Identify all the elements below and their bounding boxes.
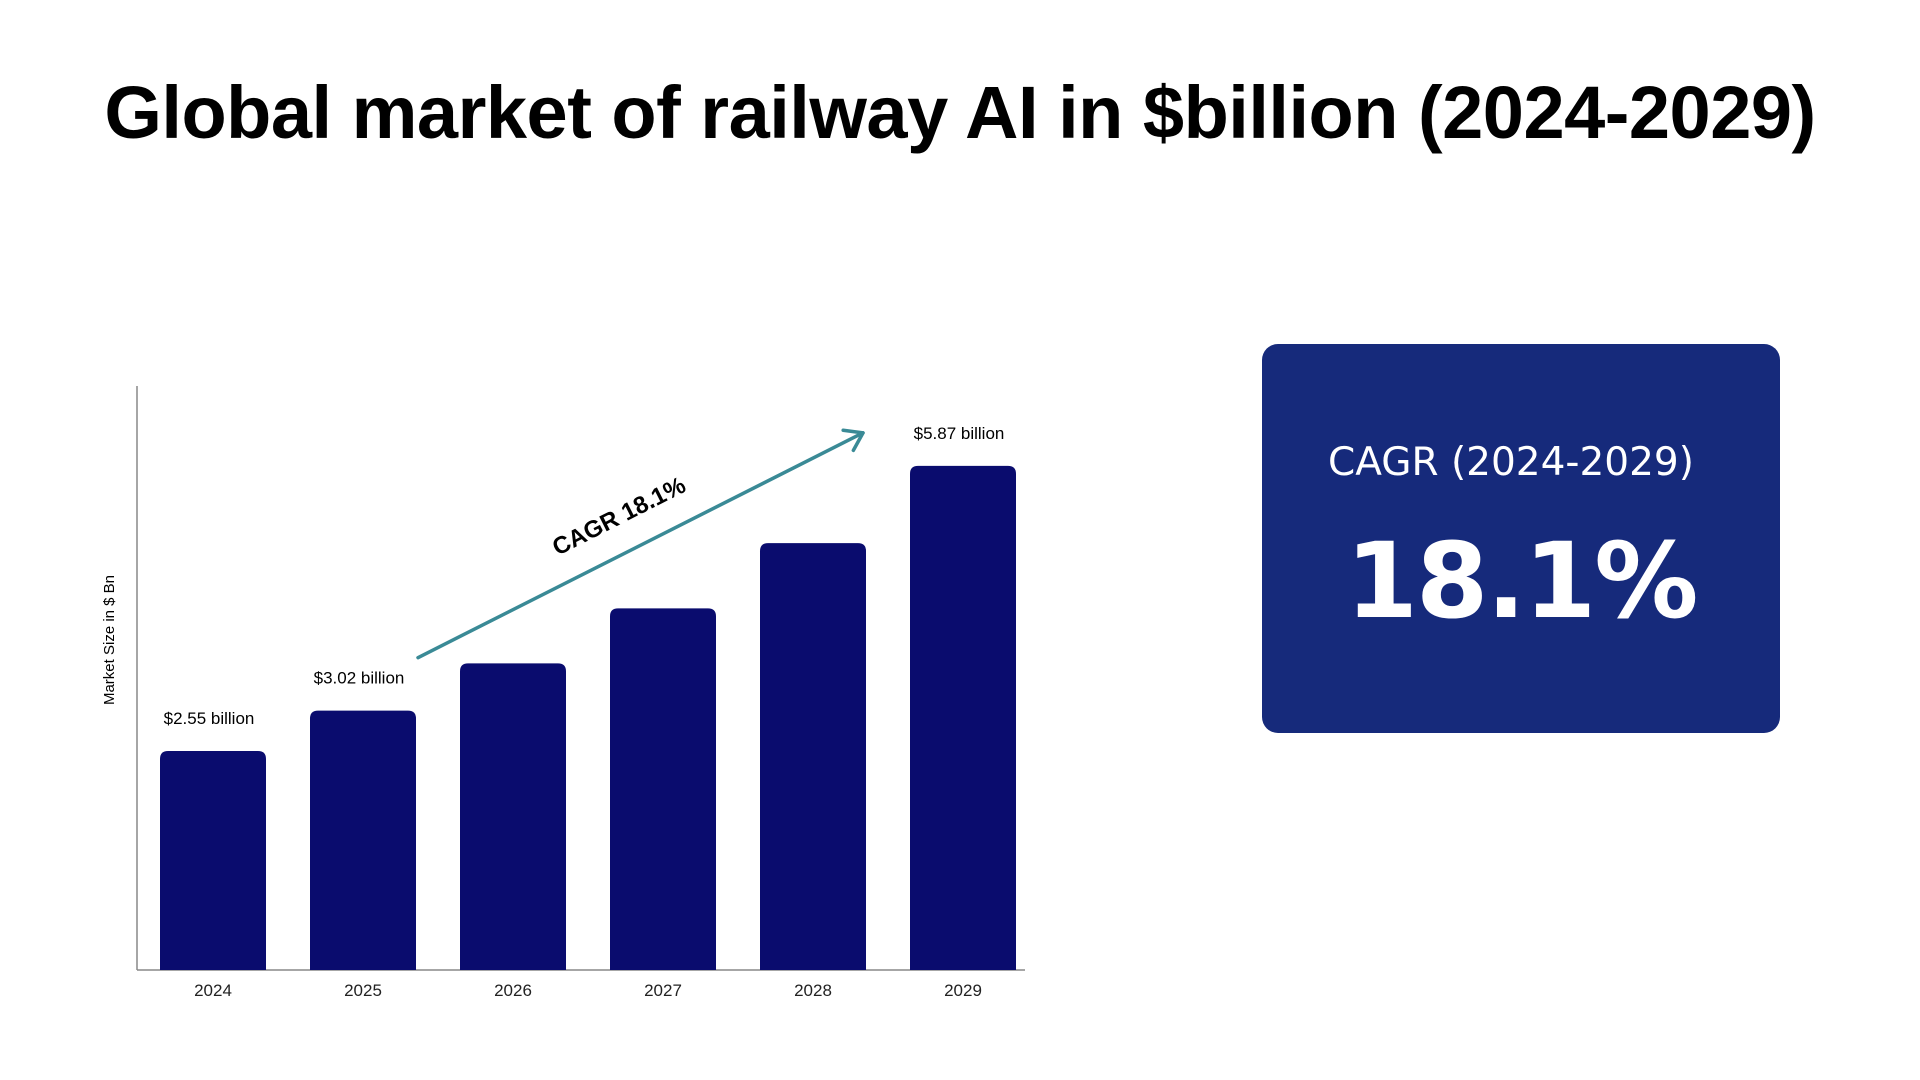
- x-tick-2029: 2029: [944, 981, 982, 1000]
- data-label-2029: $5.87 billion: [914, 424, 1005, 443]
- data-labels: $2.55 billion $3.02 billion $5.87 billion: [164, 424, 1005, 728]
- bar-2024: [160, 751, 266, 970]
- data-label-2024: $2.55 billion: [164, 709, 255, 728]
- bar-chart: Market Size in $ Bn 2024 2025 2026 2027 2028…: [101, 386, 1025, 1000]
- cagr-arrow-head: [841, 428, 865, 453]
- cagr-arrow-line: [416, 431, 865, 660]
- x-tick-labels: 2024 2025 2026 2027 2028 2029: [194, 981, 982, 1000]
- bar-2029: [910, 465, 1016, 970]
- data-label-2025: $3.02 billion: [314, 669, 405, 688]
- x-tick-2027: 2027: [644, 981, 682, 1000]
- chart-title: Global market of railway AI in $billion …: [104, 71, 1816, 154]
- cagr-card: [1262, 344, 1780, 733]
- y-axis-label: Market Size in $ Bn: [101, 575, 118, 705]
- cagr-card-label: CAGR (2024-2029): [1328, 440, 1694, 485]
- bar-2027: [610, 608, 716, 970]
- cagr-annotation-text: CAGR 18.1%: [548, 472, 690, 562]
- bar-2028: [760, 543, 866, 970]
- x-tick-2026: 2026: [494, 981, 532, 1000]
- bar-2026: [460, 663, 566, 970]
- cagr-card-value: 18.1%: [1345, 520, 1699, 642]
- bars-group: [160, 465, 1016, 970]
- x-tick-2028: 2028: [794, 981, 832, 1000]
- x-tick-2024: 2024: [194, 981, 232, 1000]
- x-tick-2025: 2025: [344, 981, 382, 1000]
- bar-2025: [310, 710, 416, 970]
